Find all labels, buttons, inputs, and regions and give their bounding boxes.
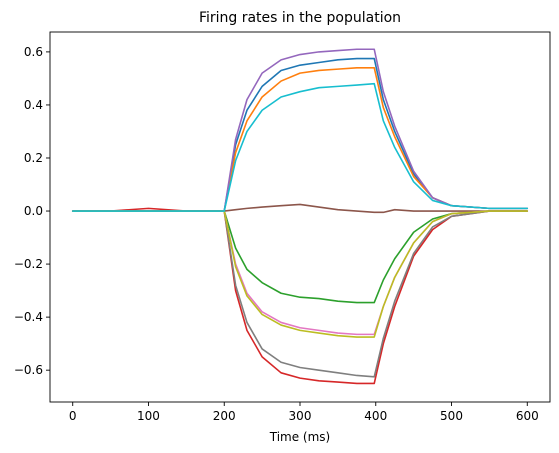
x-tick-label: 300 [289, 409, 312, 423]
x-tick-label: 0 [69, 409, 77, 423]
plot-frame [49, 31, 551, 403]
y-tick-label: 0.6 [24, 45, 43, 59]
x-tick-label: 500 [440, 409, 463, 423]
series-line-8 [71, 210, 529, 378]
y-tick-label: 0.4 [24, 98, 43, 112]
ticks-layer: 0 100 200 300 400 500 600 −0.6 −0.4 −0.2 0.0 0.2 0.4… [14, 45, 539, 423]
y-tick-label: 0.2 [24, 151, 43, 165]
y-tick-label: −0.4 [14, 310, 43, 324]
x-axis-label: Time (ms) [269, 430, 331, 444]
y-tick-label: 0.0 [24, 204, 43, 218]
x-tick-label: 600 [516, 409, 539, 423]
series-line-2 [71, 67, 529, 212]
chart-title: Firing rates in the population [199, 10, 401, 26]
series-line-7 [71, 210, 529, 336]
series-line-10 [71, 82, 529, 212]
series-line-9 [71, 210, 529, 338]
y-tick-label: −0.2 [14, 257, 43, 271]
x-tick-label: 200 [213, 409, 236, 423]
x-tick-label: 400 [364, 409, 387, 423]
series-line-4 [71, 207, 529, 385]
series-line-1 [71, 57, 529, 212]
series-layer [71, 48, 529, 385]
series-line-3 [71, 210, 529, 304]
y-tick-label: −0.6 [14, 363, 43, 377]
x-tick-label: 100 [137, 409, 160, 423]
